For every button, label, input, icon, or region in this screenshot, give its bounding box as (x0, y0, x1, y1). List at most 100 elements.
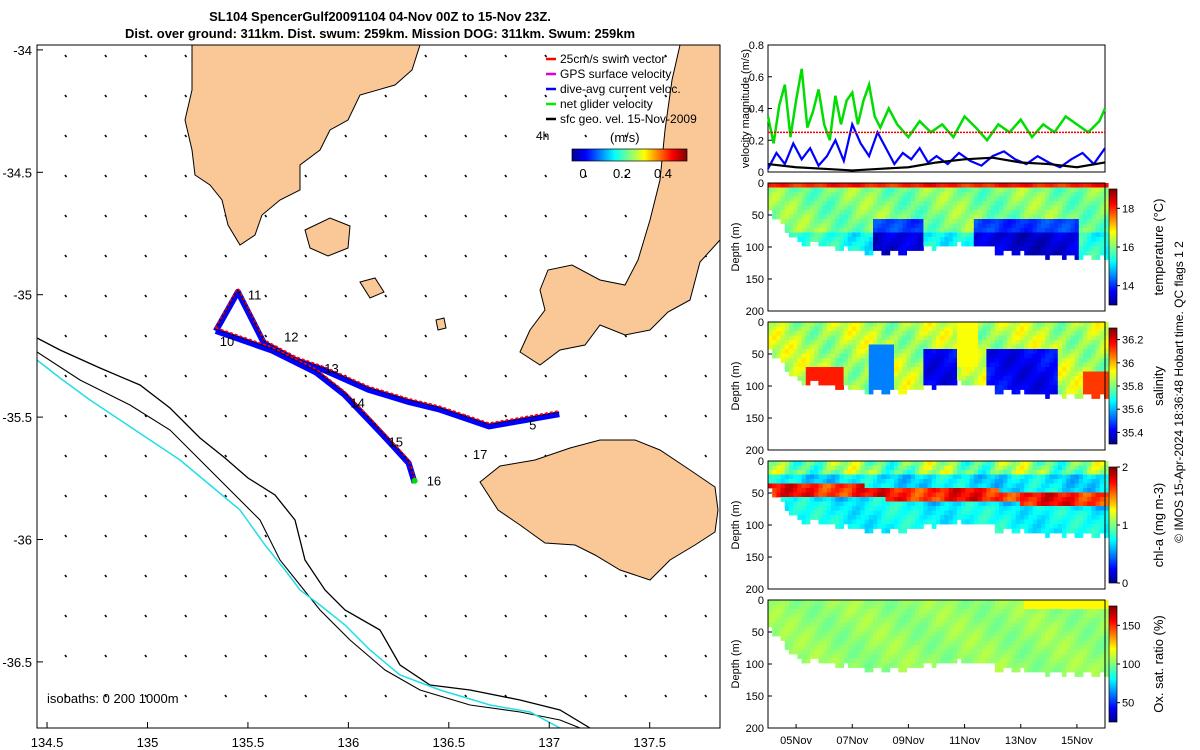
sfc-arrow (104, 454, 108, 458)
profile-cell (822, 465, 828, 471)
profile-cell (1049, 250, 1054, 256)
profile-cell (826, 371, 832, 377)
profile-cell (906, 362, 912, 368)
profile-cell (894, 205, 899, 211)
profile-cell (973, 519, 979, 525)
profile-cell (1095, 331, 1101, 336)
profile-cell (999, 353, 1004, 359)
profile-cell (898, 640, 903, 646)
profile-cell (1045, 196, 1050, 202)
profile-cell (990, 506, 996, 511)
profile-cell (1087, 183, 1092, 188)
profile-cell (906, 371, 912, 377)
day-label: 13 (324, 361, 338, 376)
profile-cell (1104, 223, 1109, 229)
sfc-arrow (584, 174, 588, 178)
profile-cell (889, 344, 895, 350)
profile-cell (969, 196, 975, 202)
profile-cell (818, 506, 823, 511)
profile-cell (999, 488, 1004, 493)
sfc-arrow (184, 254, 188, 258)
sfc-arrow (64, 294, 68, 298)
profile-cell (839, 631, 844, 637)
profile-cell (822, 613, 828, 619)
profile-cell (826, 367, 832, 372)
profile-cell (831, 205, 836, 211)
profile-cell (936, 519, 941, 525)
profile-cell (1091, 358, 1096, 363)
profile-cell (894, 627, 899, 632)
profile-cell (881, 232, 886, 238)
profile-cell (1070, 214, 1075, 220)
profile-cell (835, 609, 840, 614)
profile-cell (1104, 515, 1109, 520)
profile-cell (919, 636, 924, 641)
profile-cell (852, 515, 857, 520)
profile-cell (860, 501, 865, 507)
profile-cell (843, 515, 849, 520)
profile-cell (978, 376, 983, 381)
profile-cell (780, 479, 786, 484)
profile-cell (994, 349, 1000, 354)
profile-cell (843, 609, 849, 614)
profile-cell (923, 335, 928, 341)
profile-cell (776, 344, 781, 350)
profile-cell (772, 622, 777, 628)
profile-cell (952, 461, 958, 466)
sfc-arrow (144, 454, 148, 458)
profile-cell (784, 187, 790, 193)
profile-cell (852, 241, 857, 247)
profile-cell (982, 183, 987, 188)
profile-cell (906, 331, 912, 336)
profile-cell (965, 618, 970, 623)
profile-cell (1032, 524, 1038, 529)
profile-cell (952, 219, 958, 224)
profile-cell (1011, 223, 1017, 229)
profile-cell (889, 223, 895, 229)
profile-cell (952, 196, 958, 202)
profile-cell (847, 654, 853, 659)
profile-cell (957, 622, 962, 628)
profile-cell (973, 658, 979, 664)
profile-cell (1053, 196, 1059, 202)
profile-cell (868, 649, 874, 655)
profile-cell (1045, 394, 1050, 399)
profile-cell (902, 654, 907, 659)
profile-cell (923, 488, 928, 493)
profile-cell (902, 219, 907, 224)
profile-cell (898, 362, 903, 368)
profile-cell (978, 627, 983, 632)
profile-cell (940, 654, 945, 659)
sfc-arrow (424, 494, 428, 498)
profile-cell (881, 246, 886, 251)
profile-cell (906, 474, 912, 480)
profile-cell (1015, 622, 1021, 628)
profile-cell (835, 241, 840, 247)
profile-cell (814, 205, 819, 211)
profile-cell (1104, 501, 1109, 507)
profile-cell (881, 613, 886, 619)
profile-cell (952, 358, 958, 363)
sfc-arrow (504, 294, 508, 298)
profile-cell (1003, 649, 1008, 655)
profile-cell (852, 654, 857, 659)
profile-cell (856, 362, 861, 368)
profile-cell (944, 322, 949, 327)
profile-cell (881, 636, 886, 641)
profile-cell (927, 322, 933, 327)
profile-cell (902, 389, 907, 395)
sfc-arrow (384, 94, 388, 98)
profile-cell (948, 618, 954, 623)
profile-cell (1045, 232, 1050, 238)
profile-cell (1078, 465, 1084, 471)
profile-cell (814, 201, 819, 206)
profile-cell (973, 600, 979, 605)
profile-cell (772, 210, 777, 215)
profile-cell (1036, 246, 1042, 251)
figure-title: SL104 SpencerGulf20091104 04-Nov 00Z to … (0, 8, 760, 42)
profile-cell (784, 474, 790, 480)
sfc-arrow (344, 214, 348, 218)
profile-cell (1032, 461, 1038, 466)
profile-cell (1007, 636, 1012, 641)
profile-cell (797, 326, 802, 332)
